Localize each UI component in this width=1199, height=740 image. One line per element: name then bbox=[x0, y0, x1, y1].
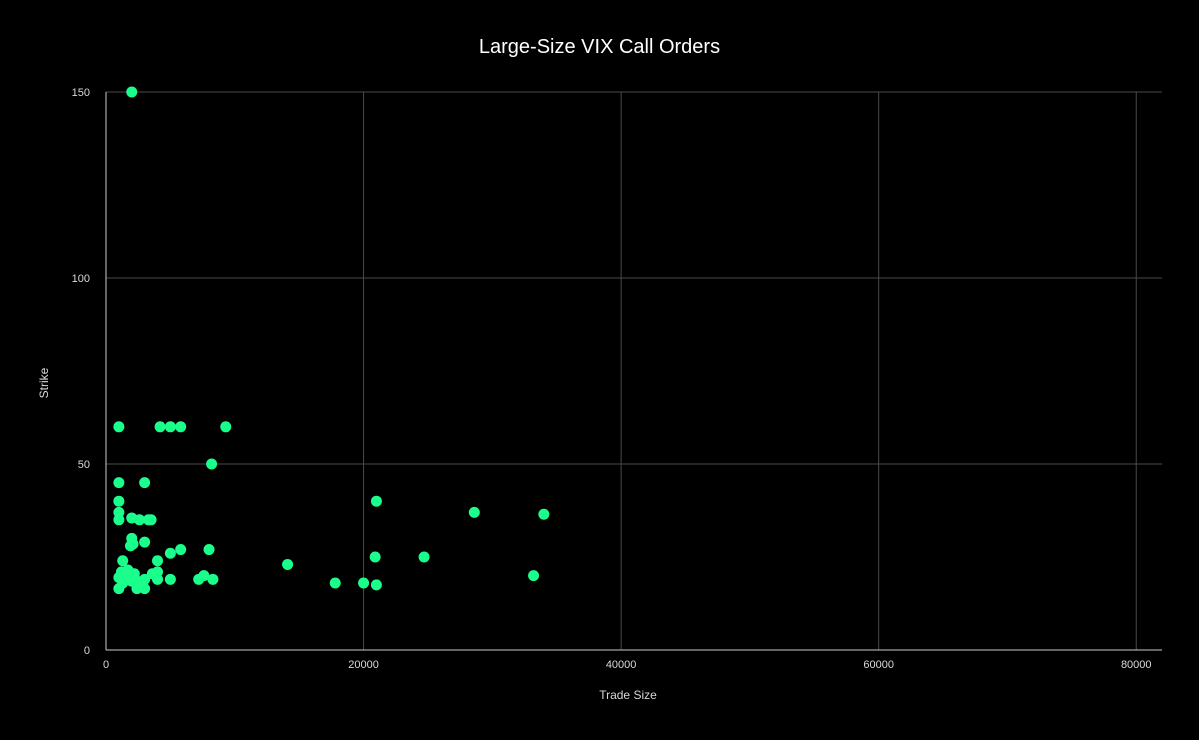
data-point bbox=[113, 495, 125, 507]
x-axis-label: Trade Size bbox=[599, 688, 657, 702]
data-point bbox=[113, 477, 125, 489]
x-tick-label: 0 bbox=[103, 659, 109, 671]
data-point bbox=[370, 495, 382, 507]
y-tick-label: 150 bbox=[72, 87, 90, 99]
chart-title: Large-Size VIX Call Orders bbox=[478, 36, 721, 58]
y-tick-label: 100 bbox=[72, 273, 90, 285]
x-tick-label: 60000 bbox=[863, 659, 894, 671]
data-point bbox=[203, 544, 215, 556]
axes: 0 50 100 150 0 20000 40000 60000 80000 bbox=[72, 87, 1162, 671]
data-point bbox=[113, 421, 125, 433]
data-point bbox=[117, 555, 129, 567]
data-point bbox=[206, 458, 218, 470]
y-axis-label: Strike bbox=[37, 367, 51, 398]
data-point bbox=[131, 583, 143, 595]
data-point bbox=[538, 508, 550, 520]
data-point bbox=[175, 544, 187, 556]
data-points bbox=[113, 86, 550, 595]
data-point bbox=[207, 573, 219, 585]
data-point bbox=[113, 514, 125, 526]
data-point bbox=[175, 421, 187, 433]
data-point bbox=[126, 86, 138, 98]
y-tick-label: 50 bbox=[78, 459, 90, 471]
data-point bbox=[369, 551, 381, 563]
data-point bbox=[358, 577, 370, 589]
data-point bbox=[139, 477, 151, 489]
data-point bbox=[139, 536, 151, 548]
data-point bbox=[127, 538, 139, 550]
data-point bbox=[193, 573, 205, 585]
data-point bbox=[329, 577, 341, 589]
data-point bbox=[370, 579, 382, 591]
data-point bbox=[152, 573, 164, 585]
data-point bbox=[113, 583, 125, 595]
data-point bbox=[152, 555, 164, 567]
y-tick-label: 0 bbox=[84, 645, 90, 657]
data-point bbox=[282, 558, 294, 570]
x-tick-label: 20000 bbox=[348, 659, 379, 671]
x-tick-label: 40000 bbox=[606, 659, 637, 671]
data-point bbox=[139, 583, 151, 595]
data-point bbox=[418, 551, 430, 563]
data-point bbox=[164, 573, 176, 585]
data-point bbox=[145, 514, 157, 526]
grid bbox=[106, 91, 1162, 650]
data-point bbox=[154, 421, 166, 433]
data-point bbox=[220, 421, 232, 433]
data-point bbox=[133, 514, 145, 526]
data-point bbox=[528, 570, 540, 582]
x-tick-label: 80000 bbox=[1121, 659, 1152, 671]
data-point bbox=[164, 421, 176, 433]
data-point bbox=[468, 506, 480, 518]
data-point bbox=[164, 547, 176, 559]
